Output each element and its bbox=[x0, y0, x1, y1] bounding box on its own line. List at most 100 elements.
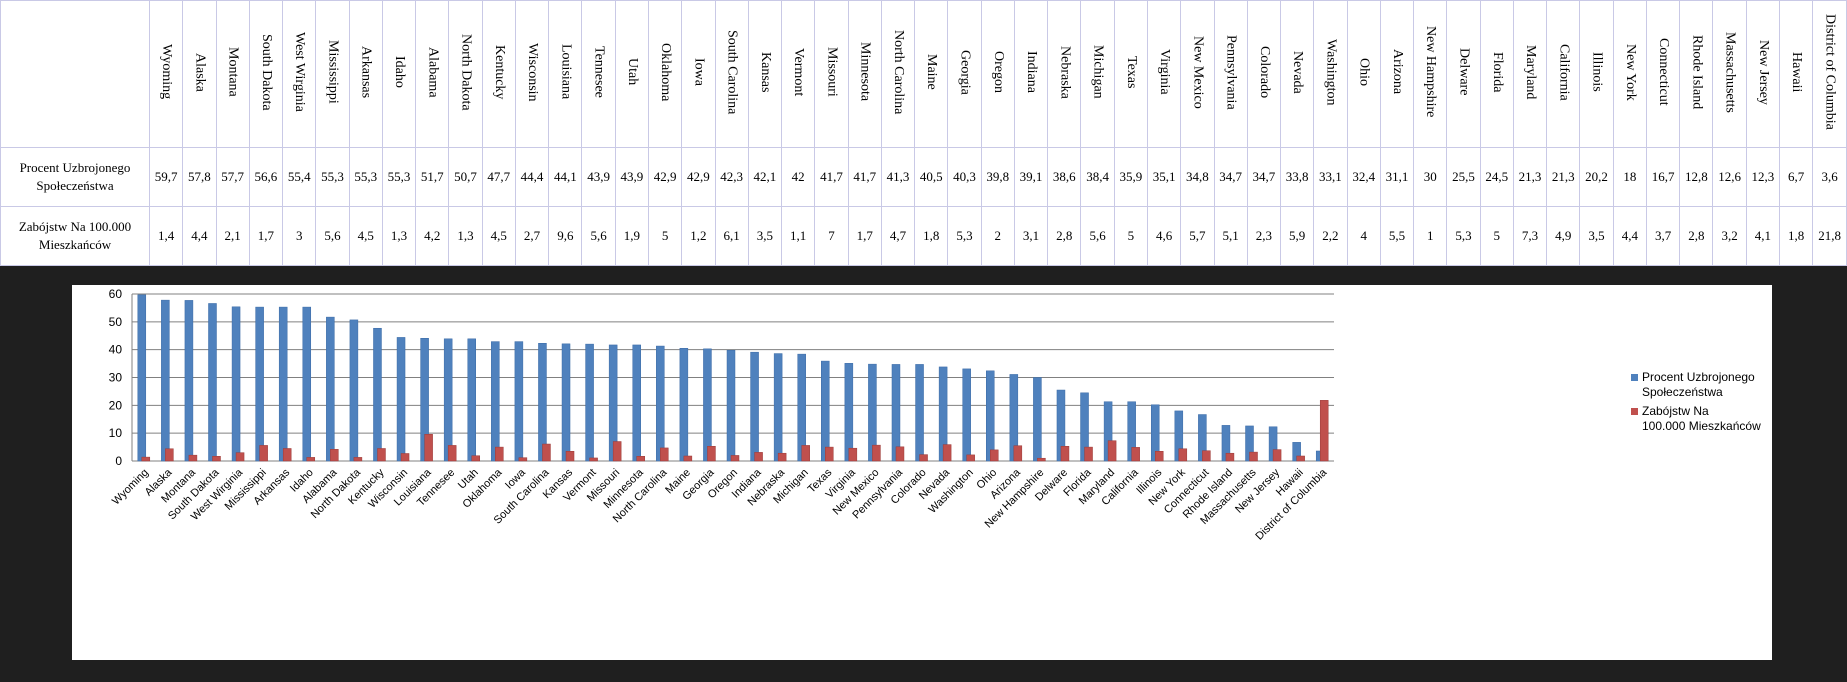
bar-armed-percent bbox=[538, 343, 547, 462]
state-name: Delware bbox=[1456, 48, 1472, 96]
bar-armed-percent bbox=[726, 349, 736, 462]
state-header-cell: Tennesee bbox=[581, 0, 616, 148]
state-header-cell: Michigan bbox=[1080, 0, 1115, 148]
murder-rate-cell: 1,7 bbox=[248, 206, 284, 266]
bar-armed-percent bbox=[632, 344, 641, 462]
murder-rate-cell: 4,4 bbox=[1612, 206, 1647, 266]
state-name: Massachusetts bbox=[1722, 31, 1738, 113]
state-header-cell: Arizona bbox=[1379, 0, 1415, 148]
state-header-cell: District of Columbia bbox=[1812, 0, 1847, 148]
armed-percent-cell: 12,3 bbox=[1745, 147, 1781, 207]
armed-percent-cell: 12,8 bbox=[1679, 147, 1714, 207]
murder-rate-cell: 4 bbox=[1346, 206, 1381, 266]
state-header-cell: Alaska bbox=[182, 0, 217, 148]
bar-armed-percent bbox=[750, 351, 759, 462]
state-header-cell: New York bbox=[1612, 0, 1647, 148]
state-header-cell: West Wirginia bbox=[282, 0, 317, 148]
armed-percent-cell: 38,6 bbox=[1047, 147, 1082, 207]
armed-percent-cell: 59,7 bbox=[148, 147, 184, 207]
bar-armed-percent bbox=[255, 306, 264, 462]
bar-murder-rate bbox=[777, 452, 787, 462]
state-name: Missouri bbox=[824, 47, 840, 97]
state-header-cell: New Jersey bbox=[1745, 0, 1781, 148]
state-header-cell: Kansas bbox=[747, 0, 783, 148]
bar-murder-rate bbox=[848, 447, 858, 462]
murder-rate-cell: 5 bbox=[1479, 206, 1514, 266]
state-name: Ohio bbox=[1356, 58, 1372, 86]
murder-rate-cell: 1,8 bbox=[914, 206, 949, 266]
bar-murder-rate bbox=[660, 447, 669, 462]
murder-rate-cell: 1,3 bbox=[448, 206, 483, 266]
murder-rate-cell: 1,1 bbox=[781, 206, 816, 266]
armed-percent-cell: 33,8 bbox=[1280, 147, 1315, 207]
murder-rate-cell: 4,4 bbox=[182, 206, 217, 266]
state-header-cell: Ohio bbox=[1346, 0, 1381, 148]
bar-armed-percent bbox=[1033, 377, 1042, 462]
bar-murder-rate bbox=[1154, 451, 1164, 462]
state-header-cell: Georgia bbox=[947, 0, 982, 148]
armed-percent-cell: 56,6 bbox=[248, 147, 284, 207]
bar-armed-percent bbox=[703, 348, 712, 462]
bar-armed-percent bbox=[184, 300, 194, 462]
state-header-cell: South Carolina bbox=[714, 0, 749, 148]
y-tick-label: 30 bbox=[109, 371, 123, 385]
state-header-cell: Illinois bbox=[1579, 0, 1614, 148]
bars bbox=[137, 294, 1329, 462]
bar-murder-rate bbox=[471, 455, 480, 462]
murder-rate-cell: 5,6 bbox=[315, 206, 350, 266]
data-table: Wyoming Alaska Montana South Dakota West Wir… bbox=[0, 0, 1847, 266]
murder-rate-row: Zabójstw Na 100.000 Mieszkańców 1,4 4,4 2,… bbox=[0, 206, 1847, 266]
state-name: Vermont bbox=[791, 47, 807, 97]
bar-murder-rate bbox=[990, 449, 999, 462]
state-header-cell: Montana bbox=[215, 0, 250, 148]
data-table-panel: Wyoming Alaska Montana South Dakota West Wir… bbox=[0, 0, 1847, 266]
bar-murder-rate bbox=[447, 445, 457, 462]
state-name: Alaska bbox=[192, 52, 208, 92]
armed-percent-cell: 38,4 bbox=[1080, 147, 1115, 207]
murder-rate-cell: 5,3 bbox=[1446, 206, 1481, 266]
state-name: Florida bbox=[1489, 51, 1505, 93]
bar-murder-rate bbox=[353, 457, 363, 462]
state-header-cell: New Mexico bbox=[1180, 0, 1215, 148]
armed-percent-cell: 16,7 bbox=[1645, 147, 1681, 207]
armed-percent-cell: 12,6 bbox=[1712, 147, 1747, 207]
state-name: Arizona bbox=[1389, 49, 1405, 95]
state-header-cell: California bbox=[1546, 0, 1581, 148]
armed-percent-cell: 39,8 bbox=[980, 147, 1015, 207]
state-name: Wisconsin bbox=[525, 42, 541, 102]
armed-percent-cell: 21,3 bbox=[1512, 147, 1548, 207]
armed-percent-cell: 55,3 bbox=[348, 147, 383, 207]
murder-rate-cell: 2,3 bbox=[1246, 206, 1282, 266]
murder-rate-cell: 3,7 bbox=[1645, 206, 1681, 266]
bar-murder-rate bbox=[1013, 445, 1023, 462]
murder-rate-cell: 2,2 bbox=[1313, 206, 1348, 266]
bar-murder-rate bbox=[1037, 457, 1046, 462]
bar-armed-percent bbox=[891, 364, 901, 462]
legend: Procent Uzbrojonego Społeczeństwa Zabójst… bbox=[1631, 370, 1761, 433]
bar-murder-rate bbox=[141, 456, 151, 462]
armed-percent-cell: 57,8 bbox=[182, 147, 217, 207]
state-name: Washington bbox=[1323, 38, 1339, 106]
murder-rate-cell: 5 bbox=[647, 206, 683, 266]
murder-rate-cell: 5 bbox=[1113, 206, 1148, 266]
armed-percent-cell: 42,9 bbox=[647, 147, 683, 207]
murder-rate-cell: 5,6 bbox=[1080, 206, 1115, 266]
armed-percent-cell: 40,3 bbox=[947, 147, 982, 207]
armed-percent-cell: 42,3 bbox=[714, 147, 749, 207]
armed-percent-cell: 41,7 bbox=[814, 147, 849, 207]
state-name: Montana bbox=[225, 47, 241, 97]
state-header-cell: Utah bbox=[614, 0, 649, 148]
murder-rate-cell: 5,9 bbox=[1280, 206, 1315, 266]
murder-rate-cell: 3,2 bbox=[1712, 206, 1747, 266]
y-axis-ticks: 0 10 20 30 40 50 60 bbox=[109, 287, 123, 468]
bar-murder-rate bbox=[1107, 440, 1117, 462]
state-header-cell: Colorado bbox=[1246, 0, 1282, 148]
state-header-cell: Massachusetts bbox=[1712, 0, 1747, 148]
state-header-cell: Kentucky bbox=[481, 0, 516, 148]
murder-rate-cell: 5,3 bbox=[947, 206, 982, 266]
bar-armed-percent bbox=[561, 343, 571, 462]
armed-percent-cell: 42,1 bbox=[747, 147, 783, 207]
armed-percent-cell: 44,1 bbox=[548, 147, 583, 207]
state-name: District of Columbia bbox=[1822, 14, 1838, 130]
state-name: Kentucky bbox=[491, 44, 507, 100]
